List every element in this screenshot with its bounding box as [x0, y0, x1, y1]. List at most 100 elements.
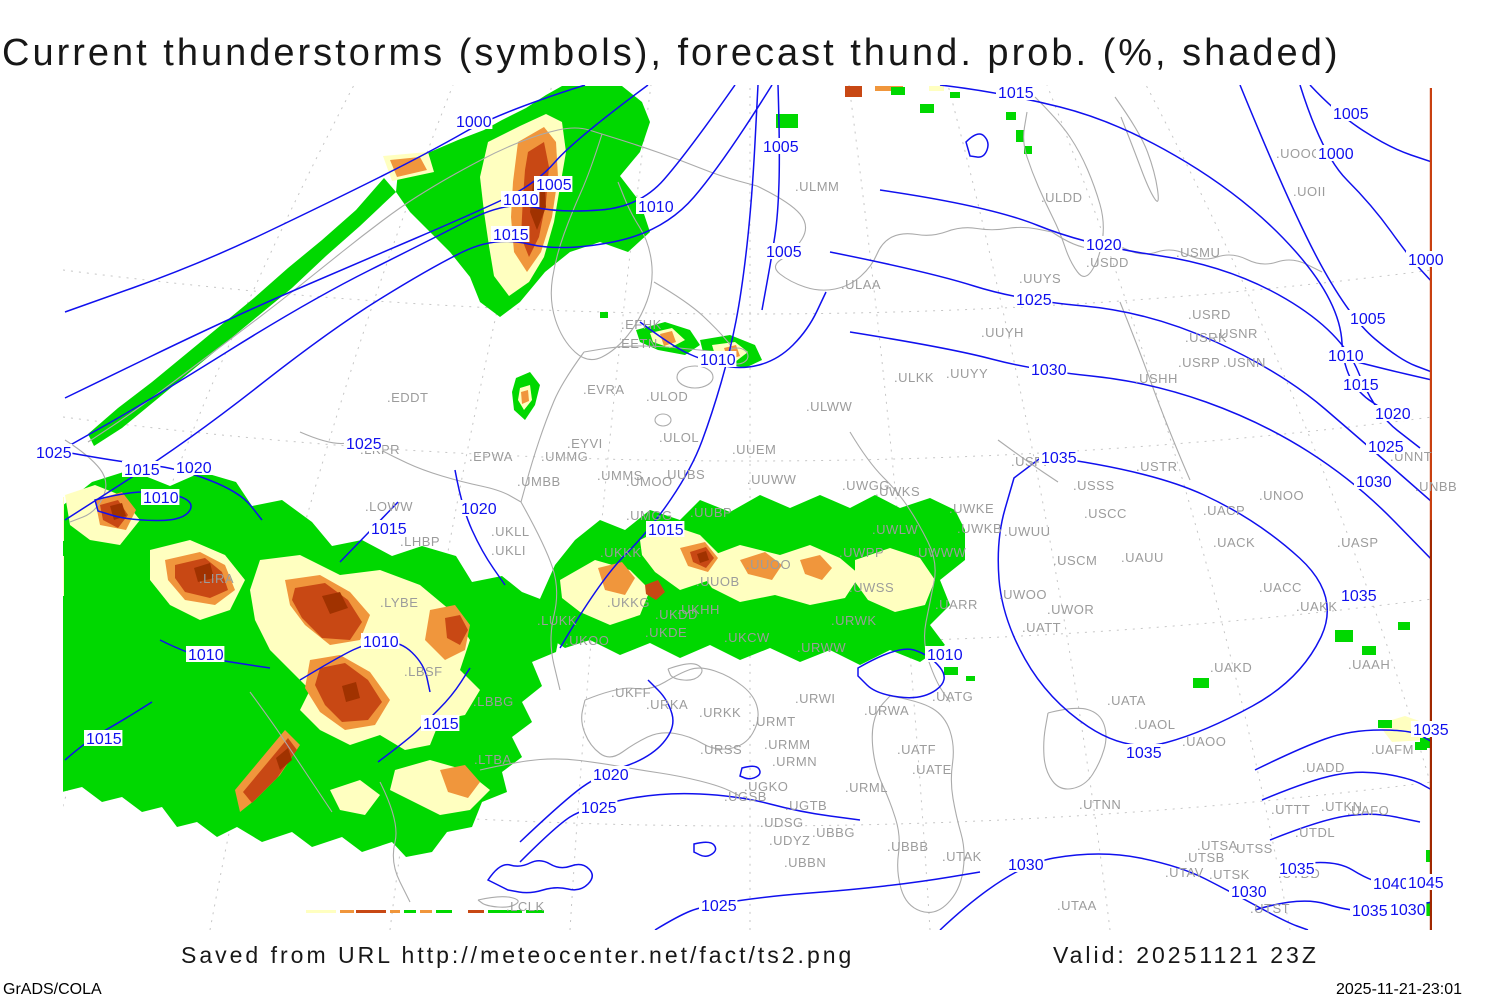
station-label: .USHH [1135, 371, 1178, 386]
shading-cell [63, 556, 64, 596]
station-label: .UTTT [1271, 802, 1310, 817]
station-label: .URMM [764, 737, 811, 752]
shading-region [292, 583, 362, 640]
station-label: .UGTB [785, 798, 827, 813]
isobar-label-mask [534, 176, 573, 192]
shading-region [445, 615, 468, 645]
isobar-label-mask [996, 84, 1035, 100]
shading-cell [436, 910, 452, 913]
isobar-label: 1035 [1041, 450, 1077, 467]
isobar-label-mask [361, 633, 400, 649]
coastline [299, 431, 522, 503]
grid-parallel [63, 416, 1432, 462]
map-layers [63, 85, 1432, 930]
station-label: .UUBP [690, 505, 732, 520]
station-label: .URML [845, 780, 888, 795]
station-label: .UKDD [655, 607, 698, 622]
isobar-label: 1005 [766, 244, 802, 261]
isobar-label-mask [1124, 744, 1163, 760]
isobar-label: 1025 [1368, 439, 1404, 456]
isobar-label-mask [491, 226, 530, 242]
isobar-label: 1005 [763, 139, 799, 156]
station-label: .ULKK [894, 370, 934, 385]
station-label: .UACK [1213, 535, 1255, 550]
station-label: .UDSG [760, 815, 804, 830]
isobar-label-mask [1411, 721, 1450, 737]
station-label: .UKHH [677, 602, 720, 617]
page-title: Current thunderstorms (symbols), forecas… [2, 32, 1341, 74]
shading-cell [1398, 622, 1410, 630]
station-label: .UNBB [1415, 479, 1457, 494]
shading-cell [1016, 130, 1024, 142]
station-label: .LTBA [474, 752, 512, 767]
isobar-label: 1030 [1231, 884, 1267, 901]
shading-region [330, 780, 380, 815]
shading-cell [1426, 902, 1431, 916]
isobar-label: 1020 [1086, 237, 1122, 254]
shading-region [342, 682, 360, 702]
isobar [519, 679, 674, 843]
shading-cell [966, 676, 975, 681]
shading-cell [1426, 850, 1431, 862]
isobar-label: 1010 [363, 634, 399, 651]
station-label: .EETN [617, 336, 658, 351]
isobar-label-mask [459, 500, 498, 516]
coastline [550, 133, 653, 361]
station-label: .URKA [646, 697, 688, 712]
isobar-label-mask [1348, 310, 1387, 326]
shading-cell [63, 497, 64, 541]
isobar-label: 1010 [927, 647, 963, 664]
isobar-label: 1045 [1408, 875, 1444, 892]
station-label: .UMMG [541, 449, 588, 464]
station-label: .UGSB [724, 789, 767, 804]
isobar [739, 765, 761, 780]
isobar-label-mask [84, 730, 123, 746]
station-label: .UACC [1259, 580, 1302, 595]
grid-parallel [63, 781, 1432, 827]
isobar-label-mask [1388, 901, 1427, 917]
shading-region [855, 548, 935, 612]
station-label: .UDYZ [769, 833, 811, 848]
station-label: .UAUU [1121, 550, 1164, 565]
coastline [871, 695, 965, 913]
coastline [87, 127, 758, 443]
shading-region [276, 748, 292, 770]
shading-region [322, 592, 348, 614]
coastline [249, 691, 333, 813]
station-label: .UTAK [942, 849, 982, 864]
station-label: .ULOL [659, 430, 699, 445]
valid-time-label: Valid: 20251121 23Z [1053, 942, 1319, 968]
shading-cell [390, 910, 400, 913]
shading-cell [1415, 742, 1427, 750]
isobar-label-mask [344, 435, 383, 451]
station-label: .UWPP [839, 545, 884, 560]
station-label: .UWOR [1047, 602, 1094, 617]
isobar [486, 860, 593, 894]
station-label: .UWKB [957, 521, 1002, 536]
coastline [1119, 301, 1191, 481]
coastline [520, 501, 561, 691]
station-label: .UAKK [1296, 599, 1338, 614]
isobar-label: 1015 [493, 227, 529, 244]
station-label: .UARR [935, 597, 978, 612]
station-label: .LUKK [537, 613, 577, 628]
station-label: .UTNN [1079, 797, 1121, 812]
isobar-label-mask [501, 191, 540, 207]
shading-cell [1335, 630, 1353, 642]
isobar [693, 841, 717, 858]
isobar-label: 1020 [593, 767, 629, 784]
shading-cell [944, 667, 958, 675]
station-label: .UBBN [784, 855, 826, 870]
station-label: .URMT [752, 714, 796, 729]
coastline [477, 896, 519, 908]
isobar-label: 1010 [700, 352, 736, 369]
shading-region [88, 178, 396, 446]
isobar-label-mask [1326, 347, 1365, 363]
station-label: .USMU [1176, 245, 1220, 260]
isobar-label: 1025 [701, 898, 737, 915]
isobar-label: 1035 [1279, 861, 1315, 878]
station-label: .UWOO [999, 587, 1047, 602]
station-label: .ULMM [795, 179, 839, 194]
station-label: .USNR [1215, 326, 1258, 341]
